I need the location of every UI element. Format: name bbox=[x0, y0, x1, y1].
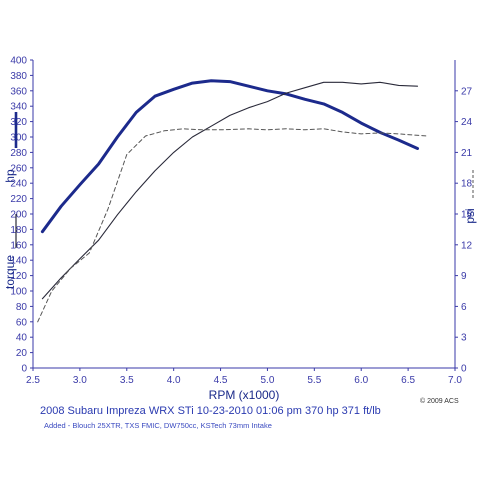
modifications-caption: Added - Blouch 25XTR, TXS FMIC, DW750cc,… bbox=[44, 421, 272, 430]
y-left-tick-label: 320 bbox=[10, 117, 27, 128]
y-left-tick-label: 20 bbox=[16, 348, 28, 359]
y-right-tick-label: 18 bbox=[461, 179, 473, 190]
y-left-tick-label: 60 bbox=[16, 317, 28, 328]
y-left-tick-label: 300 bbox=[10, 133, 27, 144]
x-tick-label: 3.5 bbox=[120, 375, 134, 386]
run-title-caption: 2008 Subaru Impreza WRX STi 10-23-2010 0… bbox=[40, 405, 381, 417]
y-left-tick-label: 0 bbox=[21, 364, 27, 375]
y-left-tick-label: 220 bbox=[10, 194, 27, 205]
y-left-tick-label: 140 bbox=[10, 256, 27, 267]
y-left-tick-label: 180 bbox=[10, 225, 27, 236]
copyright-caption: © 2009 ACS bbox=[420, 398, 459, 405]
y-right-tick-label: 6 bbox=[461, 302, 467, 313]
x-tick-label: 7.0 bbox=[448, 375, 462, 386]
x-tick-label: 6.5 bbox=[401, 375, 415, 386]
y-right-tick-label: 0 bbox=[461, 364, 467, 375]
x-tick-label: 4.0 bbox=[167, 375, 181, 386]
y-left-tick-label: 260 bbox=[10, 163, 27, 174]
series-torque-line bbox=[41, 81, 419, 300]
x-tick-label: 6.0 bbox=[354, 375, 368, 386]
y-left-tick-label: 160 bbox=[10, 240, 27, 251]
x-tick-label: 5.0 bbox=[260, 375, 274, 386]
y-right-tick-label: 9 bbox=[461, 271, 467, 282]
y-left-tick-label: 120 bbox=[10, 271, 27, 282]
y-left-tick-label: 380 bbox=[10, 71, 27, 82]
y-left-tick-label: 240 bbox=[10, 179, 27, 190]
y-axis-title-hp: hp bbox=[3, 169, 17, 183]
y-left-tick-label: 100 bbox=[10, 287, 27, 298]
y-left-tick-label: 340 bbox=[10, 102, 27, 113]
y-right-tick-label: 27 bbox=[461, 86, 473, 97]
series-psi-line bbox=[37, 128, 428, 323]
y-left-tick-label: 400 bbox=[10, 56, 27, 67]
y-right-tick-label: 21 bbox=[461, 148, 473, 159]
y-right-tick-label: 3 bbox=[461, 333, 467, 344]
x-tick-label: 5.5 bbox=[307, 375, 321, 386]
y-axis-title-psi: psi bbox=[463, 208, 477, 223]
y-axis-title-torque: torque bbox=[3, 255, 17, 289]
x-tick-label: 2.5 bbox=[26, 375, 40, 386]
y-right-tick-label: 24 bbox=[461, 117, 473, 128]
y-right-tick-label: 12 bbox=[461, 240, 473, 251]
y-left-tick-label: 80 bbox=[16, 302, 28, 313]
y-left-tick-label: 200 bbox=[10, 210, 27, 221]
y-right-tick-label: 15 bbox=[461, 210, 473, 221]
x-tick-label: 4.5 bbox=[214, 375, 228, 386]
x-axis-title: RPM (x1000) bbox=[209, 388, 280, 402]
series-hp-line bbox=[40, 79, 419, 234]
y-left-tick-label: 280 bbox=[10, 148, 27, 159]
y-left-tick-label: 360 bbox=[10, 86, 27, 97]
y-left-tick-label: 40 bbox=[16, 333, 28, 344]
x-tick-label: 3.0 bbox=[73, 375, 87, 386]
